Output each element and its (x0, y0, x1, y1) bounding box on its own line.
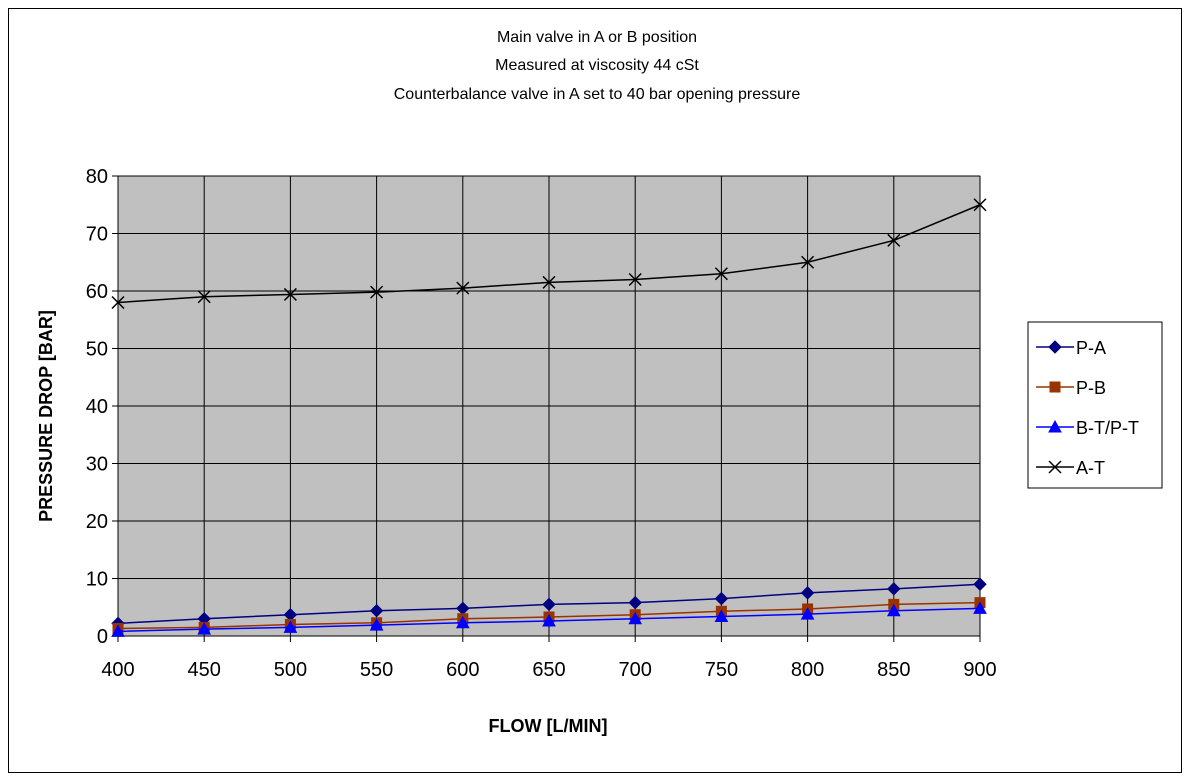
x-tick-label: 850 (877, 659, 910, 681)
data-point-b-t-p-t (111, 624, 125, 637)
legend-marker-p-a (1048, 340, 1062, 354)
data-point-b-t-p-t (455, 615, 470, 629)
legend-label: P-B (1076, 378, 1106, 398)
y-tick-label: 10 (86, 569, 108, 591)
data-point-a-t (197, 290, 211, 304)
y-tick-label: 60 (86, 281, 108, 303)
data-point-p-a (628, 595, 642, 610)
data-point-b-t-p-t (542, 614, 556, 627)
data-point-a-t (887, 233, 901, 247)
data-point-b-t-p-t (369, 618, 384, 631)
data-point-p-a (887, 582, 901, 596)
x-tick-label: 900 (963, 659, 996, 681)
gridlines (117, 175, 981, 637)
chart-title: Main valve in A or B position Measured a… (394, 29, 801, 103)
data-point-p-a (714, 591, 729, 606)
y-tick-label: 0 (97, 626, 108, 648)
data-point-a-t (283, 287, 297, 301)
x-tick-label: 750 (705, 659, 738, 681)
x-tick-label: 450 (188, 659, 221, 681)
data-point-b-t-p-t (973, 601, 987, 614)
legend-box (1027, 321, 1163, 489)
x-tick-label: 650 (532, 659, 565, 681)
legend-label: B-T/P-T (1076, 418, 1139, 438)
legend-item-b-t-p-t: B-T/P-T (1036, 418, 1139, 438)
title-line-3: Counterbalance valve in A set to 40 bar … (394, 86, 801, 103)
series-p-a (111, 577, 987, 631)
legend-item-p-b: P-B (1036, 378, 1106, 398)
y-tick-label: 30 (86, 454, 108, 476)
legend-label: A-T (1076, 458, 1105, 478)
y-axis-title: PRESSURE DROP [BAR] (36, 310, 56, 522)
y-axis: 0 10 20 30 40 50 60 70 80 (86, 166, 119, 648)
data-point-b-t-p-t (283, 620, 298, 633)
data-point-a-t (370, 285, 384, 299)
data-point-a-t (801, 255, 815, 269)
series-layer (111, 198, 987, 637)
x-tick-label: 500 (274, 659, 307, 681)
y-tick-label: 20 (86, 511, 108, 533)
data-point-a-t (542, 275, 556, 289)
data-point-b-t-p-t (714, 609, 729, 622)
data-point-b-t-p-t (628, 611, 643, 625)
x-tick-label: 800 (791, 659, 824, 681)
legend: P-A P-B B-T/P-T A-T (1027, 321, 1163, 489)
legend-marker-p-b (1049, 381, 1061, 393)
data-point-p-a (973, 577, 987, 591)
data-point-a-t (456, 281, 470, 295)
data-point-p-a (800, 586, 815, 600)
x-tick-label: 550 (360, 659, 393, 681)
data-point-a-t (111, 295, 125, 310)
data-point-b-t-p-t (800, 607, 815, 620)
legend-item-a-t: A-T (1036, 458, 1105, 478)
x-axis-title: FLOW [L/MIN] (489, 716, 608, 736)
x-tick-label: 700 (619, 659, 652, 681)
data-point-p-a (369, 603, 384, 618)
data-point-a-t (628, 272, 642, 287)
data-point-a-t (973, 198, 987, 212)
y-tick-label: 80 (86, 166, 108, 188)
legend-marker-a-t (1048, 460, 1062, 474)
y-tick-label: 50 (86, 339, 108, 361)
data-point-a-t (714, 267, 728, 281)
y-tick-label: 70 (86, 224, 108, 246)
title-line-2: Measured at viscosity 44 cSt (495, 57, 699, 74)
data-point-b-t-p-t (197, 622, 212, 635)
x-axis: 400 450 500 550 600 650 700 750 800 850 900 (101, 635, 997, 681)
x-tick-label: 600 (446, 659, 479, 681)
x-tick-label: 400 (101, 659, 134, 681)
y-tick-label: 40 (86, 396, 108, 418)
title-line-1: Main valve in A or B position (497, 29, 697, 46)
series-b-t-p-t (111, 601, 987, 637)
data-point-p-a (542, 597, 556, 612)
legend-item-p-a: P-A (1036, 338, 1106, 358)
legend-marker-b-t-p-t (1048, 419, 1062, 433)
data-point-b-t-p-t (886, 603, 901, 617)
legend-label: P-A (1076, 338, 1106, 358)
series-a-t (111, 198, 987, 310)
